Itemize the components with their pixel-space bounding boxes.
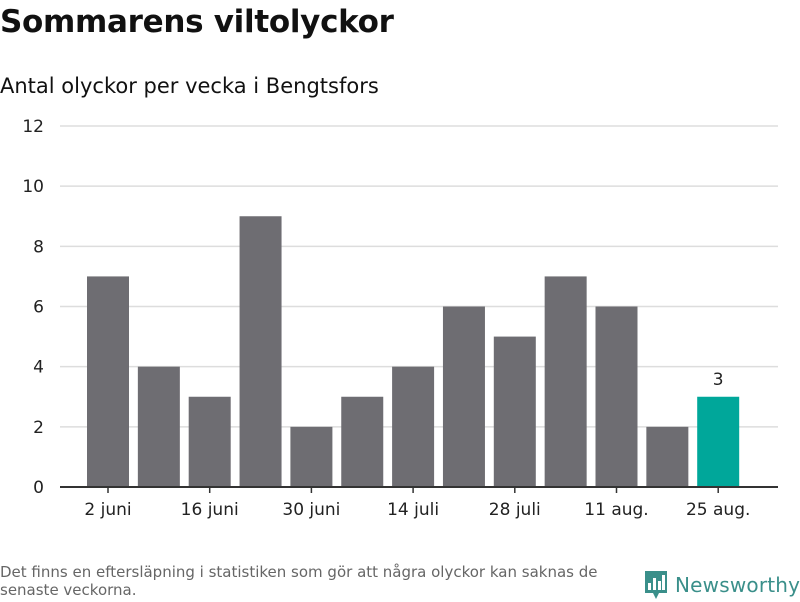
bar <box>595 306 638 487</box>
chart-title: Sommarens viltolyckor <box>0 4 394 40</box>
brand-name: Newsworthy <box>675 573 800 597</box>
bar <box>442 306 485 487</box>
footnote: Det finns en eftersläpning i statistiken… <box>0 563 598 599</box>
newsworthy-logo-icon <box>645 571 667 599</box>
data-label: 3 <box>713 370 724 390</box>
bar-chart: 0 2 4 6 8 10 12 3 2 juni 16 juni 30 juni 14 juli 28 … <box>22 117 778 520</box>
y-tick-label: 10 <box>22 177 44 197</box>
chart-subtitle: Antal olyckor per vecka i Bengtsfors <box>0 74 379 98</box>
bar <box>137 366 180 487</box>
y-tick-label: 8 <box>33 237 44 257</box>
x-tick-label: 11 aug. <box>584 500 648 520</box>
bar <box>87 276 129 487</box>
x-tick-label: 2 juni <box>84 500 131 520</box>
x-tick-label: 30 juni <box>282 500 340 520</box>
bar-highlight <box>697 396 740 487</box>
x-tick-label: 16 juni <box>181 500 239 520</box>
bar <box>239 216 282 487</box>
bar <box>392 366 435 487</box>
x-tick-label: 28 juli <box>489 500 541 520</box>
y-tick-label: 12 <box>22 117 44 137</box>
bar <box>341 396 384 487</box>
y-tick-label: 0 <box>33 478 44 498</box>
bar <box>646 426 689 487</box>
newsworthy-brand[interactable]: Newsworthy <box>643 568 800 602</box>
y-tick-label: 4 <box>33 358 44 378</box>
x-tick-label: 14 juli <box>387 500 439 520</box>
y-tick-label: 2 <box>33 418 44 438</box>
x-tick-label: 25 aug. <box>686 500 750 520</box>
bar <box>493 336 536 487</box>
bar <box>188 396 231 487</box>
y-tick-label: 6 <box>33 298 44 318</box>
bar <box>544 276 587 487</box>
bar <box>290 426 333 487</box>
